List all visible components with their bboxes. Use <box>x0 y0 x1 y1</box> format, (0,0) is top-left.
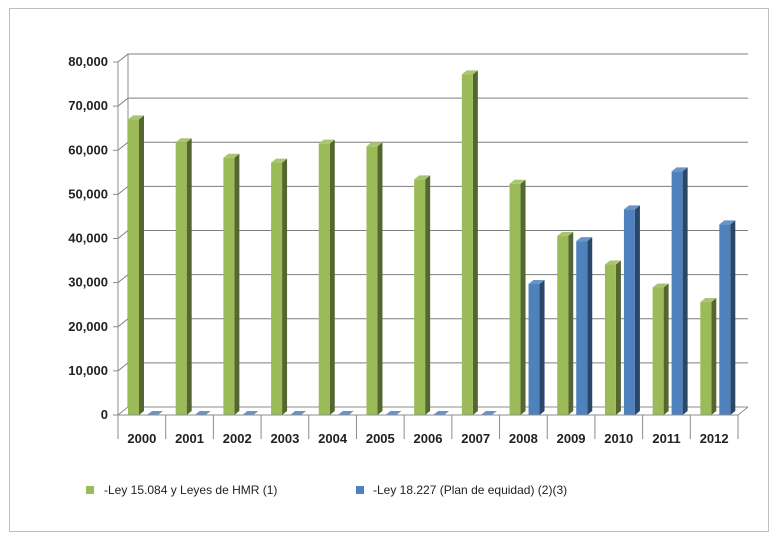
bar <box>128 115 144 416</box>
bar <box>557 231 574 415</box>
gridline <box>117 53 748 63</box>
x-tick-label: 2002 <box>223 431 252 446</box>
bar <box>528 279 545 415</box>
y-tick-label: 10,000 <box>68 363 108 378</box>
bar <box>461 70 478 415</box>
floor-right-edge <box>737 406 749 416</box>
bar <box>242 411 259 415</box>
gridline <box>117 230 748 239</box>
x-tick-label: 2007 <box>461 431 490 446</box>
bar <box>271 158 288 416</box>
bar <box>652 283 669 415</box>
bar <box>385 411 402 415</box>
x-tick-label: 2006 <box>414 431 443 446</box>
bar <box>509 179 526 415</box>
bar <box>623 205 640 415</box>
y-axis: 0 10,000 20,000 30,000 40,000 50,000 60,000 70,… <box>68 54 118 422</box>
x-tick-label: 2009 <box>557 431 586 446</box>
y-tick-label: 50,000 <box>68 186 108 201</box>
bar <box>223 153 240 415</box>
y-tick-label: 30,000 <box>68 275 108 290</box>
x-tick-label: 2012 <box>700 431 729 446</box>
legend-swatch-ley-15084 <box>86 486 94 494</box>
legend-swatch-ley-18227 <box>356 486 364 494</box>
y-tick-label: 20,000 <box>68 319 108 334</box>
bar <box>576 237 593 415</box>
gridline <box>117 141 748 151</box>
gridline <box>117 185 748 195</box>
bar <box>337 411 354 415</box>
x-tick-label: 2004 <box>318 431 348 446</box>
x-tick-label: 2005 <box>366 431 395 446</box>
x-axis: 2000 2001 2002 2003 2004 2005 2006 2007 2008 2009… <box>117 406 749 446</box>
gridline <box>117 274 748 284</box>
bar <box>175 138 192 415</box>
y-tick-label: 40,000 <box>68 231 108 246</box>
bar <box>318 139 335 415</box>
y-tick-label: 60,000 <box>68 142 108 157</box>
bar <box>414 175 431 415</box>
x-tick-label: 2001 <box>175 431 204 446</box>
bar <box>480 411 497 415</box>
legend-label-ley-15084: -Ley 15.084 y Leyes de HMR (1) <box>104 483 277 497</box>
bar <box>194 411 211 415</box>
x-tick-label: 2011 <box>652 431 680 446</box>
x-tick-label: 2000 <box>127 431 156 446</box>
bar <box>147 411 163 415</box>
bar <box>433 411 450 415</box>
bar <box>700 298 717 415</box>
gridline <box>117 97 748 107</box>
bar <box>366 142 383 415</box>
bar <box>290 411 307 415</box>
y-tick-label: 70,000 <box>68 98 108 113</box>
bar <box>671 167 688 415</box>
x-tick-label: 2003 <box>270 431 299 446</box>
x-tick-label: 2010 <box>604 431 633 446</box>
x-tick-label: 2008 <box>509 431 538 446</box>
legend-label-ley-18227: -Ley 18.227 (Plan de equidad) (2)(3) <box>373 483 567 497</box>
y-tick-label: 0 <box>101 407 108 422</box>
legend: -Ley 15.084 y Leyes de HMR (1) -Ley 18.2… <box>86 483 567 497</box>
bar <box>719 220 736 415</box>
bar <box>604 260 621 415</box>
bars <box>128 70 736 416</box>
y-tick-label: 80,000 <box>68 54 108 69</box>
